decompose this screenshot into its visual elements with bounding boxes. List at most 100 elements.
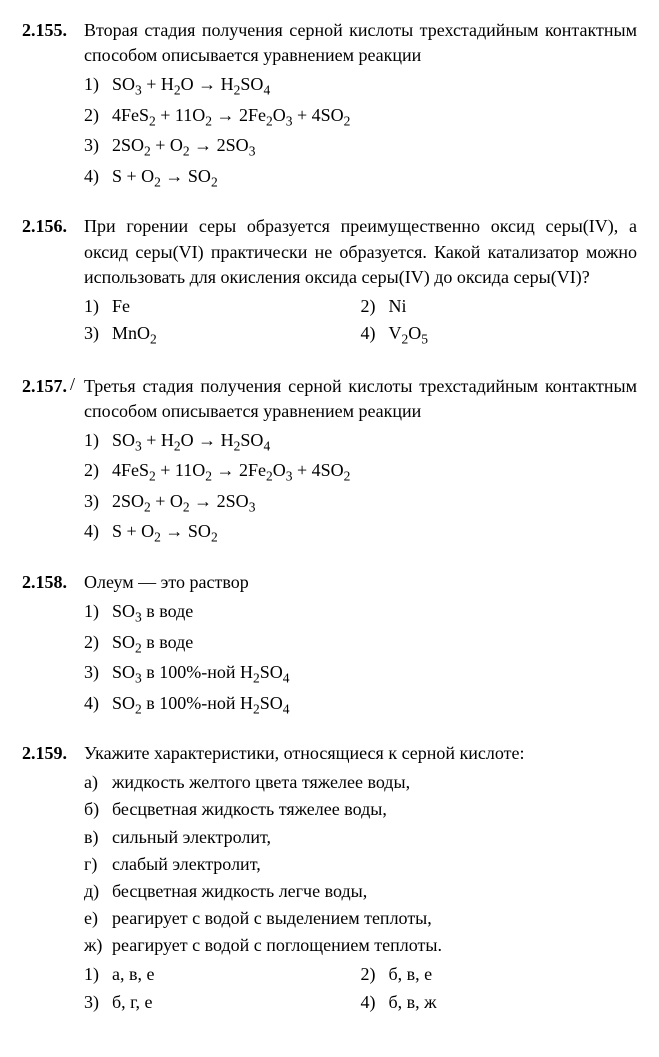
option: 1)SO3 в воде — [84, 599, 637, 627]
option: 1)а, в, е — [84, 962, 361, 987]
annotation-slash: / — [70, 372, 75, 397]
question-text: /Третья стадия получения серной кислоты … — [84, 374, 637, 424]
option-body: V2O5 — [389, 321, 638, 349]
option-body: 2SO2 + O2 → 2SO3 — [112, 133, 637, 161]
option: 3)SO3 в 100%-ной H2SO4 — [84, 660, 637, 688]
option-body: 4FeS2 + 11O2 → 2Fe2O3 + 4SO2 — [112, 103, 637, 131]
option-body: б, г, е — [112, 990, 361, 1015]
option-body: 2SO2 + O2 → 2SO3 — [112, 489, 637, 517]
subitem-text: бесцветная жидкость тяжелее воды, — [112, 797, 387, 822]
subitem: а)жидкость желтого цвета тяжелее воды, — [84, 770, 637, 795]
subitem-label: а) — [84, 770, 112, 795]
option-number: 3) — [84, 660, 112, 685]
option-number: 2) — [84, 630, 112, 655]
options-list: 1)а, в, е2)б, в, е3)б, г, е4)б, в, ж — [84, 962, 637, 1016]
subitem-label: е) — [84, 906, 112, 931]
option-body: MnO2 — [112, 321, 361, 349]
option-number: 4) — [84, 691, 112, 716]
subitem-label: д) — [84, 879, 112, 904]
subitem: г)слабый электролит, — [84, 852, 637, 877]
question-row: 2.156.При горении серы образуется преиму… — [22, 214, 637, 290]
option-number: 1) — [84, 294, 112, 319]
option-body: 4FeS2 + 11O2 → 2Fe2O3 + 4SO2 — [112, 458, 637, 486]
option-number: 3) — [84, 990, 112, 1015]
option: 2)4FeS2 + 11O2 → 2Fe2O3 + 4SO2 — [84, 103, 637, 131]
option-body: Ni — [389, 294, 638, 319]
option-body: SO3 + H2O → H2SO4 — [112, 428, 637, 456]
question-text: Олеум — это раствор — [84, 570, 637, 595]
option: 3)б, г, е — [84, 990, 361, 1015]
question-number: 2.156. — [22, 214, 84, 239]
options-list: 1)SO3 в воде2)SO2 в воде3)SO3 в 100%-ной… — [84, 599, 637, 719]
option-number: 1) — [84, 599, 112, 624]
subitem-text: бесцветная жидкость легче воды, — [112, 879, 367, 904]
subitem: б)бесцветная жидкость тяжелее воды, — [84, 797, 637, 822]
option: 3)2SO2 + O2 → 2SO3 — [84, 133, 637, 161]
option-body: а, в, е — [112, 962, 361, 987]
question-row: 2.158.Олеум — это раствор — [22, 570, 637, 595]
question: 2.156.При горении серы образуется преиму… — [22, 214, 637, 351]
option-number: 3) — [84, 321, 112, 346]
options-list: 1)SO3 + H2O → H2SO42)4FeS2 + 11O2 → 2Fe2… — [84, 72, 637, 192]
subitem: в)сильный электролит, — [84, 825, 637, 850]
option: 4)S + O2 → SO2 — [84, 519, 637, 547]
option: 4)б, в, ж — [361, 990, 638, 1015]
option-body: SO3 в 100%-ной H2SO4 — [112, 660, 637, 688]
subitem-label: в) — [84, 825, 112, 850]
option: 1)SO3 + H2O → H2SO4 — [84, 428, 637, 456]
option: 1)Fe — [84, 294, 361, 319]
option-number: 4) — [361, 321, 389, 346]
subitem: ж)реагирует с водой с поглощением теплот… — [84, 933, 637, 958]
question-row: 2.159.Укажите характеристики, относящиес… — [22, 741, 637, 766]
option-body: S + O2 → SO2 — [112, 519, 637, 547]
subitem: е)реагирует с водой с выделением теплоты… — [84, 906, 637, 931]
option: 3)MnO2 — [84, 321, 361, 349]
subitem-label: ж) — [84, 933, 112, 958]
subitem-text: сильный электролит, — [112, 825, 271, 850]
option-body: SO3 + H2O → H2SO4 — [112, 72, 637, 100]
option-number: 1) — [84, 428, 112, 453]
option-number: 1) — [84, 72, 112, 97]
option-number: 3) — [84, 489, 112, 514]
option-body: SO2 в воде — [112, 630, 637, 658]
question-number: 2.155. — [22, 18, 84, 43]
option-body: SO3 в воде — [112, 599, 637, 627]
question-text: Вторая стадия получения серной кислоты т… — [84, 18, 637, 68]
option-body: Fe — [112, 294, 361, 319]
option-body: б, в, е — [389, 962, 638, 987]
question-text: При горении серы образуется преимуществе… — [84, 214, 637, 290]
subitem-text: жидкость желтого цвета тяжелее воды, — [112, 770, 410, 795]
options-list: 1)Fe2)Ni3)MnO24)V2O5 — [84, 294, 637, 352]
option: 2)4FeS2 + 11O2 → 2Fe2O3 + 4SO2 — [84, 458, 637, 486]
option: 2)Ni — [361, 294, 638, 319]
option: 1)SO3 + H2O → H2SO4 — [84, 72, 637, 100]
option-number: 2) — [84, 458, 112, 483]
subitem-text: слабый электролит, — [112, 852, 261, 877]
question-row: 2.157./Третья стадия получения серной ки… — [22, 374, 637, 424]
option-number: 3) — [84, 133, 112, 158]
option-body: SO2 в 100%-ной H2SO4 — [112, 691, 637, 719]
question-number: 2.159. — [22, 741, 84, 766]
option-body: б, в, ж — [389, 990, 638, 1015]
subitem-text: реагирует с водой с поглощением теплоты. — [112, 933, 442, 958]
option-number: 2) — [361, 962, 389, 987]
question: 2.159.Укажите характеристики, относящиес… — [22, 741, 637, 1017]
question: 2.157./Третья стадия получения серной ки… — [22, 374, 637, 548]
question-number: 2.158. — [22, 570, 84, 595]
option: 4)V2O5 — [361, 321, 638, 349]
option-number: 2) — [84, 103, 112, 128]
options-list: 1)SO3 + H2O → H2SO42)4FeS2 + 11O2 → 2Fe2… — [84, 428, 637, 548]
subitem-label: г) — [84, 852, 112, 877]
option: 3)2SO2 + O2 → 2SO3 — [84, 489, 637, 517]
option: 2)SO2 в воде — [84, 630, 637, 658]
question: 2.158.Олеум — это раствор1)SO3 в воде2)S… — [22, 570, 637, 719]
option: 4)SO2 в 100%-ной H2SO4 — [84, 691, 637, 719]
subitem-label: б) — [84, 797, 112, 822]
option: 2)б, в, е — [361, 962, 638, 987]
subitems-list: а)жидкость желтого цвета тяжелее воды,б)… — [84, 770, 637, 958]
question: 2.155.Вторая стадия получения серной кис… — [22, 18, 637, 192]
option-number: 4) — [361, 990, 389, 1015]
option-body: S + O2 → SO2 — [112, 164, 637, 192]
subitem: д)бесцветная жидкость легче воды, — [84, 879, 637, 904]
option-number: 4) — [84, 519, 112, 544]
